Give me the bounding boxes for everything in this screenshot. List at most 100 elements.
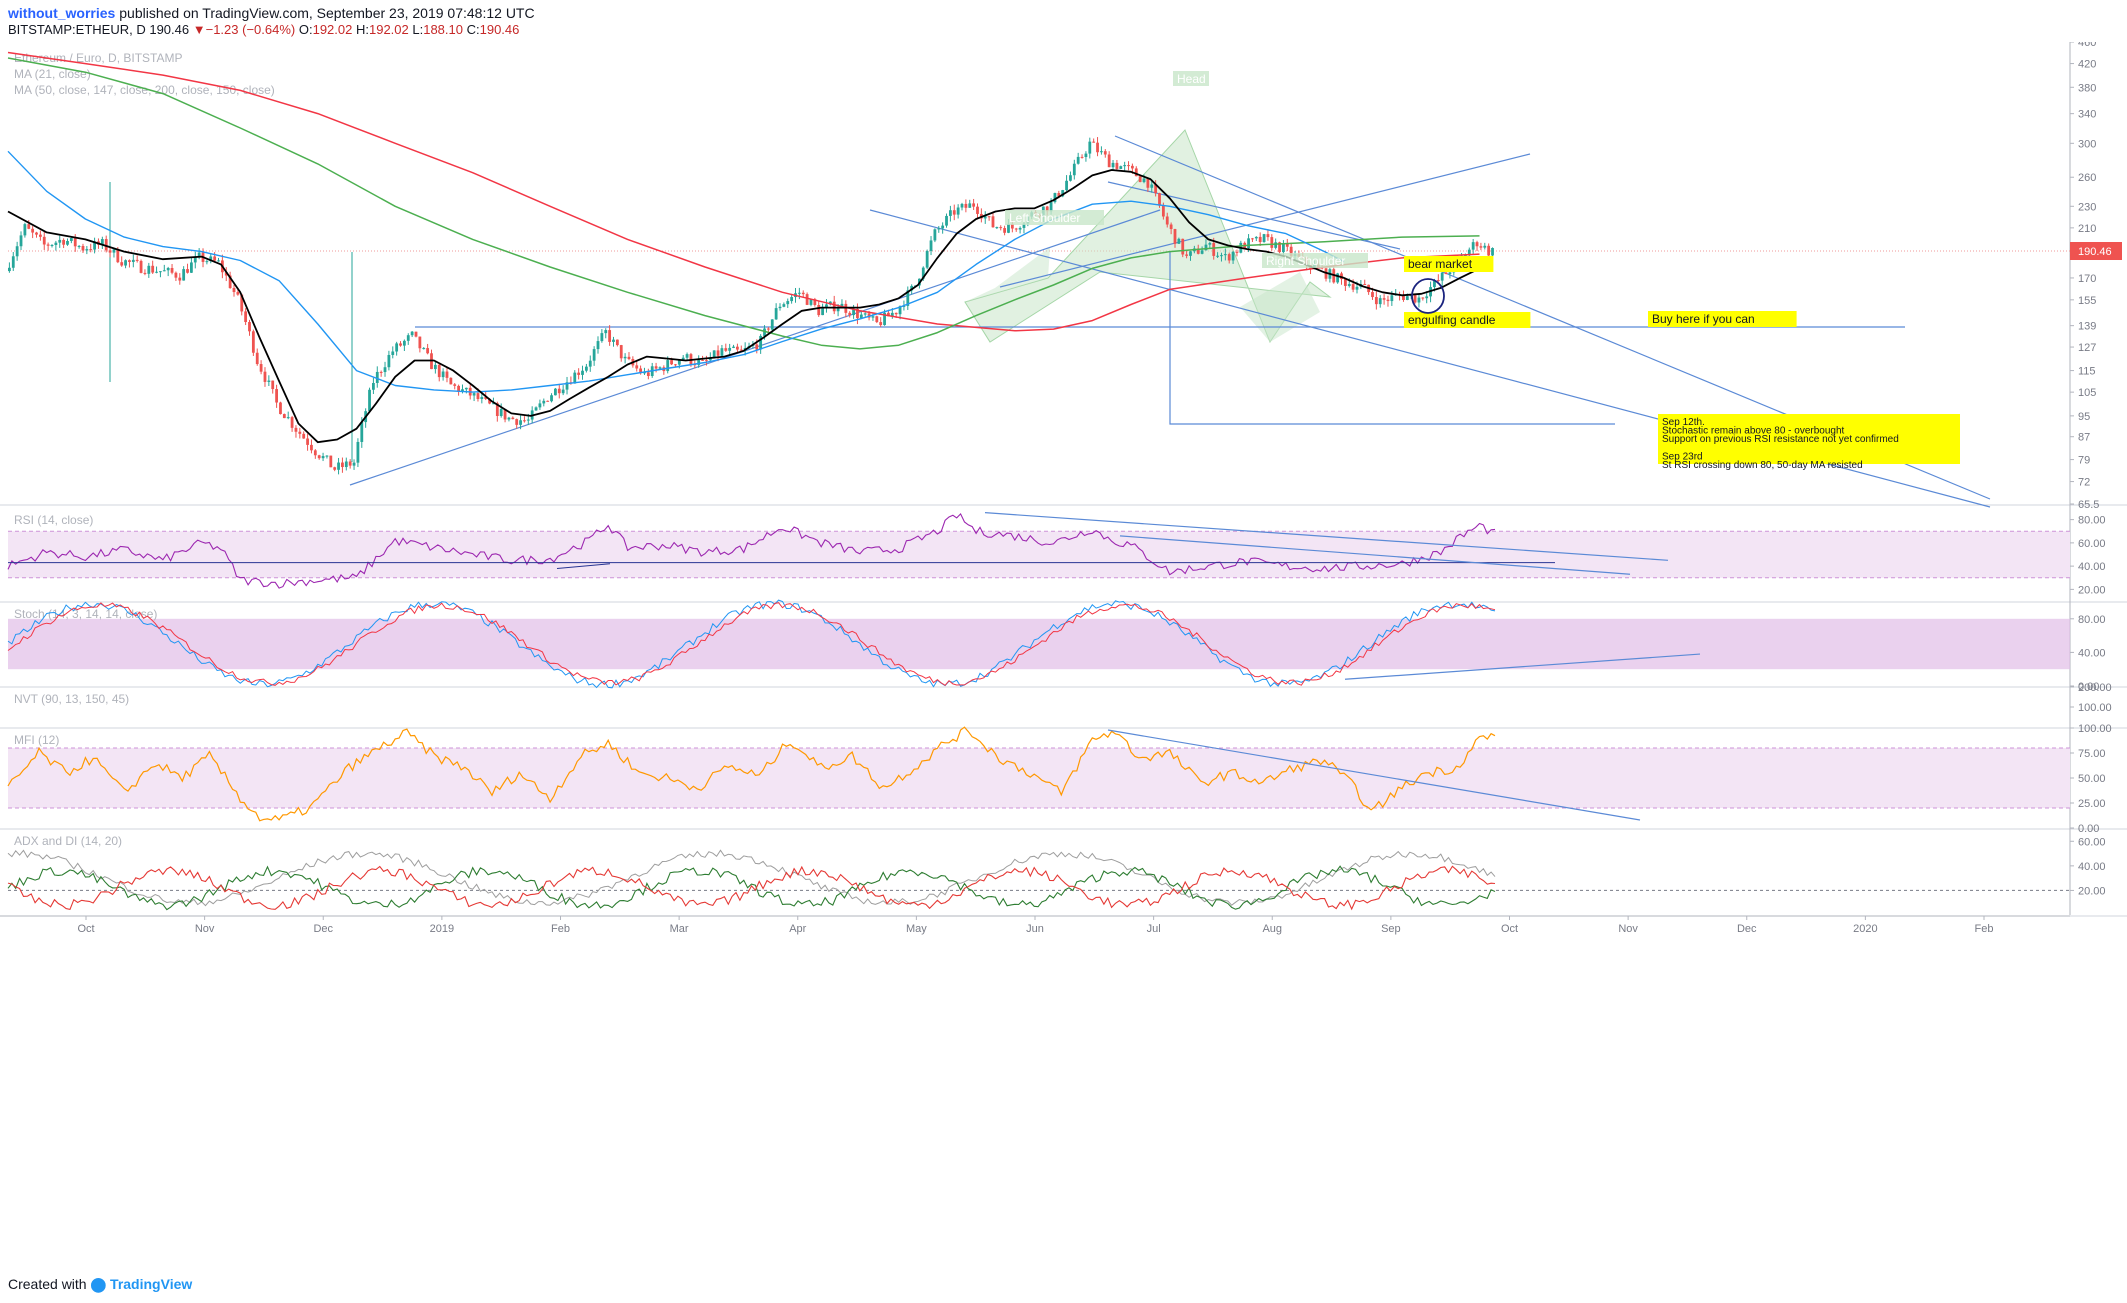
candle-body xyxy=(406,335,410,341)
candle-body xyxy=(1220,255,1223,257)
candle-body xyxy=(724,348,728,351)
candle-body xyxy=(952,210,956,215)
candle-body xyxy=(50,244,54,246)
projection-line xyxy=(1169,252,1615,425)
stoch-tick-label: 80.00 xyxy=(2078,614,2106,626)
candle-body xyxy=(635,365,639,369)
bear-market-label: bear market xyxy=(1408,257,1473,271)
candle-body xyxy=(81,245,85,251)
candle-body xyxy=(457,385,460,392)
note-line: St RSI crossing down 80, 50-day MA resis… xyxy=(1662,460,1863,471)
adx-tick-label: 20.00 xyxy=(2078,885,2106,897)
head-label: Head xyxy=(1177,72,1206,86)
candle-body xyxy=(205,261,209,263)
candle-body xyxy=(348,461,352,466)
candle-body xyxy=(627,356,631,359)
last-price: 190.46 xyxy=(149,22,190,37)
candle-body xyxy=(166,268,170,271)
candle-body xyxy=(1440,272,1444,281)
head-label-bg xyxy=(1173,71,1209,86)
candle-body xyxy=(728,347,732,351)
candle-body xyxy=(1119,166,1123,169)
candle-body xyxy=(898,306,902,315)
candle-body xyxy=(321,456,325,459)
candle-body xyxy=(356,441,360,463)
candle-body xyxy=(1487,245,1491,256)
candle-body xyxy=(1433,280,1436,288)
ma50-line xyxy=(7,150,1345,393)
low-label: L: xyxy=(412,22,424,37)
engulfing-candle-label-bg xyxy=(1404,312,1531,328)
candle-body xyxy=(534,407,538,411)
price-tick-label: 87 xyxy=(2078,432,2090,444)
candle-body xyxy=(69,237,73,241)
note-box xyxy=(1658,414,1960,464)
candle-body xyxy=(654,366,658,369)
candle-body xyxy=(317,455,321,459)
footer-brand[interactable]: TradingView xyxy=(110,1276,193,1292)
candle-body xyxy=(929,240,933,252)
candle-body xyxy=(786,301,790,305)
adx-tick-label: 60.00 xyxy=(2078,836,2106,848)
candle-body xyxy=(1010,223,1014,229)
chart-header: without_worries published on TradingView… xyxy=(0,0,2127,40)
candle-body xyxy=(387,354,391,368)
candle-body xyxy=(58,239,62,243)
mfi-tick-label: 75.00 xyxy=(2078,748,2106,760)
candle-body xyxy=(66,240,69,245)
candle-body xyxy=(1049,202,1053,212)
candle-body xyxy=(894,312,898,315)
candle-body xyxy=(1285,243,1289,247)
candle-body xyxy=(1436,280,1440,282)
candle-body xyxy=(584,366,588,371)
candle-body xyxy=(968,203,972,208)
candle-body xyxy=(588,360,592,367)
price-tick-label: 115 xyxy=(2078,366,2096,378)
candle-body xyxy=(511,417,515,420)
candle-body xyxy=(875,316,879,323)
candle-body xyxy=(1471,242,1475,250)
candle-body xyxy=(550,395,553,402)
tradingview-logo-icon: ⬤ xyxy=(90,1276,107,1292)
candle-body xyxy=(921,267,925,279)
candle-body xyxy=(515,419,519,425)
candle-body xyxy=(1150,184,1154,188)
di-minus-line xyxy=(7,865,1496,911)
candle-body xyxy=(1282,243,1285,253)
candle-body xyxy=(1130,165,1134,169)
close-value: 190.46 xyxy=(479,22,520,37)
mfi-tick-label: 25.00 xyxy=(2078,798,2106,810)
candle-body xyxy=(1007,223,1010,233)
candle-body xyxy=(658,367,662,369)
candle-body xyxy=(1363,283,1367,285)
candle-body xyxy=(697,359,701,365)
ma21-legend: MA (21, close) xyxy=(14,67,91,81)
candle-body xyxy=(615,339,619,346)
rsi-tick-label: 60.00 xyxy=(2078,538,2106,550)
candles xyxy=(8,137,1494,475)
candle-body xyxy=(739,349,743,351)
candle-body xyxy=(1266,234,1270,238)
candle-body xyxy=(774,308,778,320)
candle-body xyxy=(778,306,782,309)
candle-body xyxy=(1111,162,1115,168)
candle-body xyxy=(426,348,430,354)
candle-body xyxy=(507,417,511,420)
author-link[interactable]: without_worries xyxy=(8,5,116,21)
candle-body xyxy=(217,260,220,262)
time-tick-label: May xyxy=(906,923,927,935)
candle-body xyxy=(1103,151,1107,155)
time-tick-label: Nov xyxy=(1618,923,1638,935)
candle-body xyxy=(825,304,828,309)
candle-body xyxy=(282,414,286,419)
candle-body xyxy=(337,462,340,470)
price-tick-label: 127 xyxy=(2078,342,2096,354)
candle-body xyxy=(35,232,38,235)
candle-body xyxy=(372,382,375,390)
mfi-tick-label: 0.00 xyxy=(2078,823,2099,835)
candle-body xyxy=(1475,242,1479,247)
chart-canvas[interactable]: Ethereum / Euro, D, BITSTAMP MA (21, clos… xyxy=(0,42,2127,1272)
last-price-tag-label: 190.46 xyxy=(2078,246,2112,258)
candle-body xyxy=(681,357,685,361)
candle-body xyxy=(596,341,600,350)
